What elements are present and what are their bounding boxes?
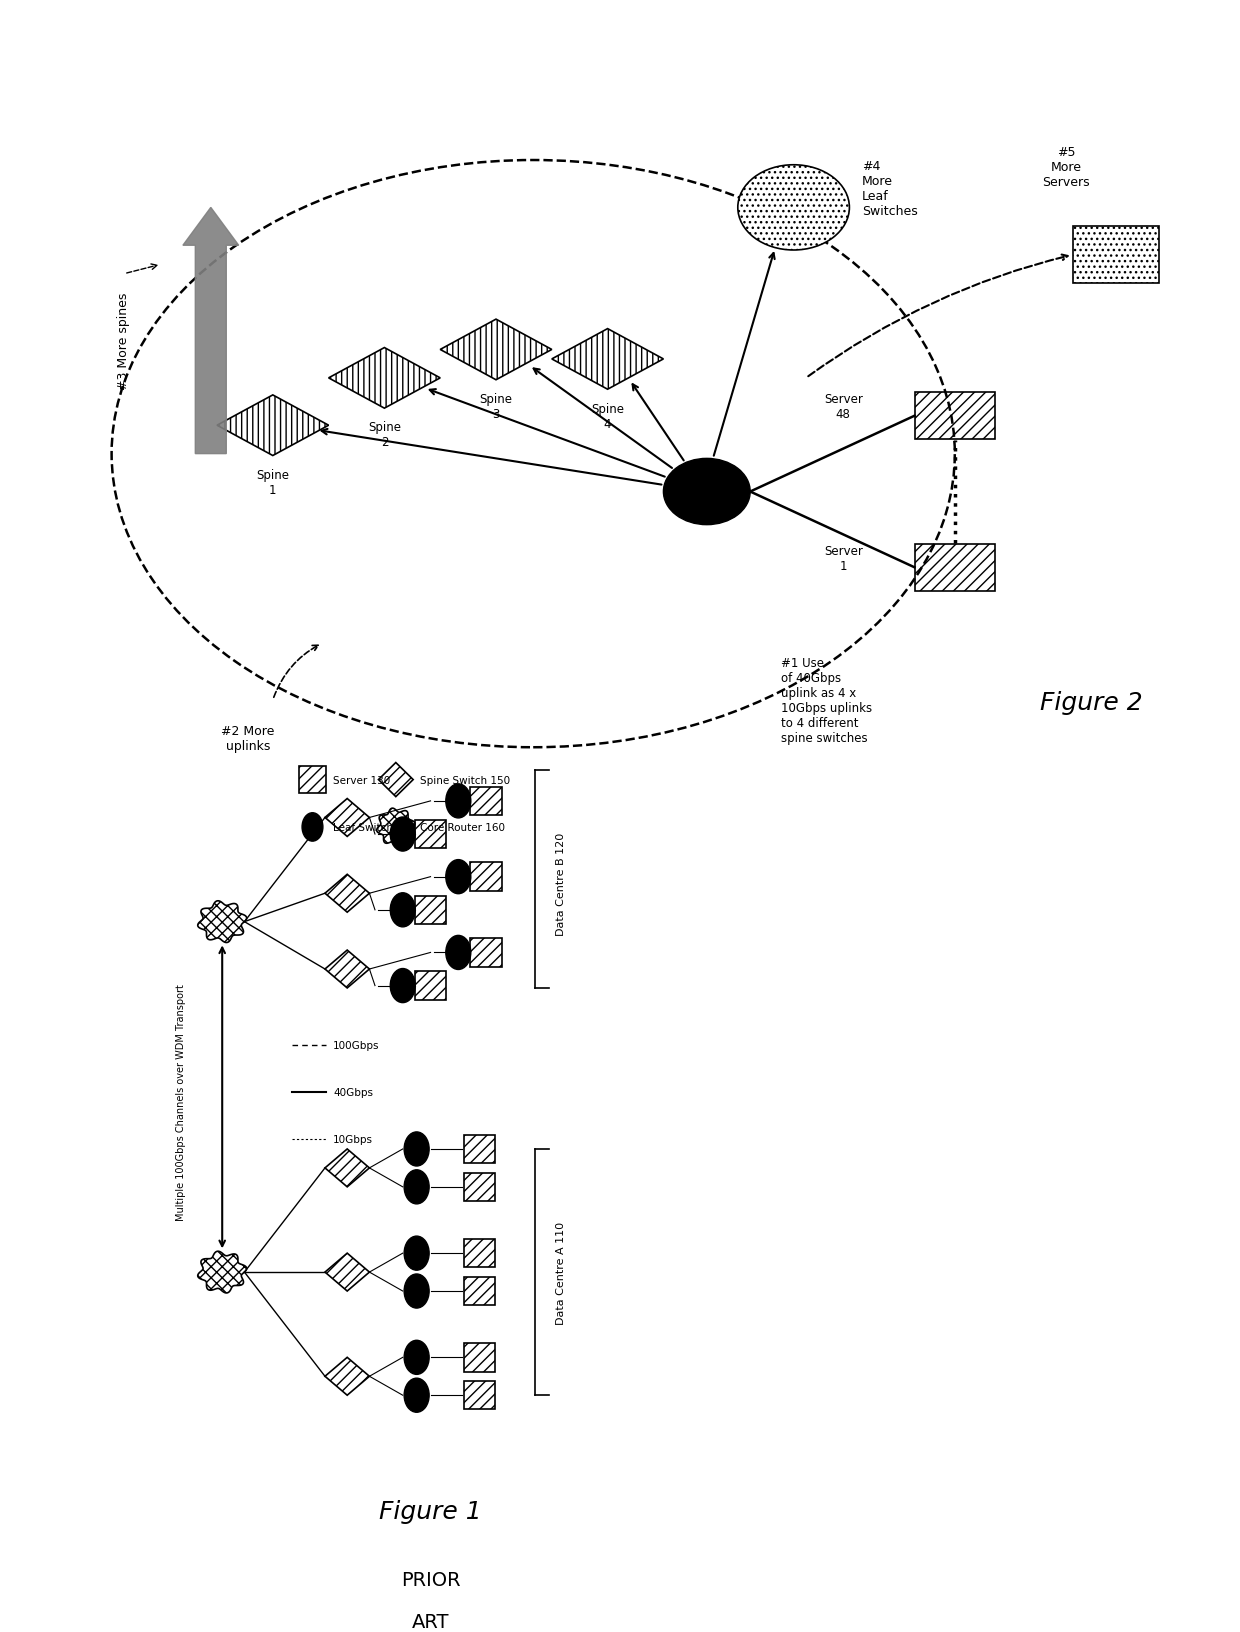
- Circle shape: [404, 1379, 429, 1412]
- Bar: [464, 1239, 495, 1268]
- Text: ART: ART: [412, 1612, 449, 1632]
- Text: Spine
1: Spine 1: [257, 468, 289, 496]
- Bar: [470, 938, 502, 968]
- Bar: [470, 787, 502, 816]
- Bar: [470, 863, 502, 891]
- Text: #1 Use
of 40Gbps
uplink as 4 x
10Gbps uplinks
to 4 different
spine switches: #1 Use of 40Gbps uplink as 4 x 10Gbps up…: [781, 656, 872, 744]
- Polygon shape: [552, 330, 663, 390]
- Text: 40Gbps: 40Gbps: [334, 1087, 373, 1097]
- Circle shape: [303, 813, 322, 842]
- Circle shape: [446, 860, 471, 894]
- Bar: [464, 1136, 495, 1164]
- Text: Spine
2: Spine 2: [368, 421, 401, 449]
- Circle shape: [663, 459, 750, 526]
- Text: Core Router 160: Core Router 160: [420, 823, 505, 832]
- Polygon shape: [197, 901, 247, 943]
- FancyArrow shape: [184, 209, 238, 454]
- Text: #5
More
Servers: #5 More Servers: [1043, 147, 1090, 189]
- Bar: [415, 971, 446, 1000]
- Bar: [464, 1381, 495, 1410]
- Text: 100Gbps: 100Gbps: [334, 1040, 379, 1049]
- Text: Figure 2: Figure 2: [1040, 690, 1142, 715]
- Circle shape: [738, 165, 849, 251]
- Text: Leaf Switch 140: Leaf Switch 140: [334, 823, 417, 832]
- Bar: [464, 1343, 495, 1371]
- Circle shape: [446, 935, 471, 969]
- Text: PRIOR: PRIOR: [401, 1570, 460, 1588]
- Circle shape: [404, 1340, 429, 1374]
- Bar: [1073, 227, 1159, 284]
- Text: #3 More spines: #3 More spines: [118, 292, 130, 390]
- Bar: [915, 543, 994, 591]
- Text: 10Gbps: 10Gbps: [334, 1134, 373, 1144]
- Polygon shape: [325, 875, 370, 912]
- Circle shape: [404, 1170, 429, 1204]
- Polygon shape: [378, 764, 413, 796]
- Text: Server 130: Server 130: [334, 775, 391, 785]
- Text: Spine
4: Spine 4: [591, 401, 624, 431]
- Text: Multiple 100Gbps Channels over WDM Transport: Multiple 100Gbps Channels over WDM Trans…: [176, 984, 186, 1221]
- Text: Data Centre B 120: Data Centre B 120: [556, 832, 565, 935]
- Polygon shape: [217, 395, 329, 457]
- Polygon shape: [325, 1253, 370, 1291]
- Bar: [299, 767, 326, 793]
- Polygon shape: [325, 1358, 370, 1395]
- Text: Spine Switch 150: Spine Switch 150: [420, 775, 510, 785]
- Bar: [464, 1276, 495, 1306]
- Bar: [415, 896, 446, 924]
- Text: #4
More
Leaf
Switches: #4 More Leaf Switches: [862, 160, 918, 219]
- Text: Server
48: Server 48: [823, 393, 863, 421]
- Polygon shape: [329, 348, 440, 410]
- Circle shape: [404, 1133, 429, 1167]
- Bar: [464, 1173, 495, 1201]
- Circle shape: [391, 969, 415, 1004]
- Polygon shape: [325, 1149, 370, 1186]
- Polygon shape: [377, 809, 415, 845]
- Bar: [915, 393, 994, 441]
- Polygon shape: [440, 320, 552, 380]
- Circle shape: [404, 1237, 429, 1270]
- Polygon shape: [325, 950, 370, 989]
- Polygon shape: [325, 800, 370, 837]
- Text: Data Centre A 110: Data Centre A 110: [556, 1221, 565, 1324]
- Circle shape: [404, 1275, 429, 1309]
- Circle shape: [446, 785, 471, 818]
- Circle shape: [391, 893, 415, 927]
- Circle shape: [391, 818, 415, 852]
- Text: Server
1: Server 1: [823, 545, 863, 573]
- Text: #2 More
uplinks: #2 More uplinks: [221, 725, 275, 752]
- Text: Figure 1: Figure 1: [379, 1500, 482, 1523]
- Text: Spine
3: Spine 3: [480, 393, 512, 421]
- Polygon shape: [197, 1252, 247, 1293]
- Bar: [415, 821, 446, 849]
